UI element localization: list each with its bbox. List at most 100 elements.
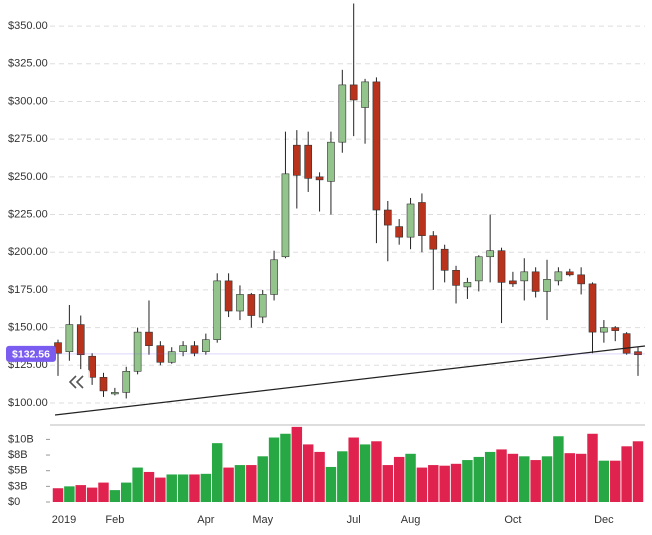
candle-body [258, 294, 267, 318]
volume-bar [143, 471, 155, 502]
candle-body [338, 84, 347, 143]
volume-bar [598, 460, 610, 502]
volume-bar [155, 477, 166, 502]
trendline [54, 345, 646, 416]
x-tick-label: Jul [347, 514, 361, 526]
candle-body [531, 271, 540, 292]
y2-tick-label: $3B [8, 480, 28, 492]
y-tick-label: $125.00 [8, 359, 48, 371]
candle-body [281, 173, 290, 258]
y-tick-label: $175.00 [8, 284, 48, 296]
candle-body [327, 141, 335, 182]
volume-bar [564, 453, 575, 502]
y-tick-label: $150.00 [8, 321, 48, 333]
candle-body [634, 351, 642, 356]
y-tick-label: $325.00 [8, 58, 48, 70]
volume-bar [621, 446, 632, 502]
y2-tick-label: $5B [8, 465, 28, 477]
volume-bar [632, 441, 644, 502]
volume-bar [177, 474, 189, 502]
candle-body [474, 256, 483, 282]
candle-body [156, 345, 165, 363]
volume-bar [166, 474, 177, 502]
y2-tick-label: $10B [8, 433, 34, 445]
x-tick-label: May [252, 514, 273, 526]
y-tick-label: $350.00 [8, 20, 48, 32]
volume-bar [189, 474, 200, 502]
volume-bar [405, 453, 416, 502]
candle-body [486, 250, 494, 258]
x-tick-label: Oct [504, 514, 521, 526]
volume-bar [121, 482, 132, 502]
y-tick-label: $250.00 [8, 171, 48, 183]
x-tick-label: 2019 [52, 514, 76, 526]
volume-bar [359, 444, 371, 502]
x-tick-label: Apr [197, 514, 214, 526]
candle-body [452, 270, 460, 286]
candle-body [372, 81, 381, 211]
candle-body [65, 324, 74, 353]
volume-bar [519, 456, 530, 502]
volume-bar [393, 456, 405, 502]
candle-body [520, 271, 529, 282]
last-price-label: $132.56 [12, 349, 50, 361]
volume-bar [246, 465, 257, 502]
volume-bar [348, 437, 359, 502]
volume-bar [280, 433, 291, 502]
candle-body [236, 294, 244, 312]
candle-body [304, 144, 313, 179]
volume-bar [75, 485, 86, 502]
volume-bar [223, 467, 234, 502]
candle-body [463, 282, 472, 288]
volume-bar [291, 426, 303, 502]
volume-bar [268, 437, 280, 502]
candle-body [588, 283, 597, 333]
last-price-badge [6, 345, 56, 362]
candle-body [202, 339, 210, 353]
y-tick-label: $275.00 [8, 133, 48, 145]
candle-body [179, 345, 187, 353]
candle-body [509, 280, 517, 285]
candle-body [418, 202, 426, 236]
candle-body [543, 279, 551, 292]
volume-bar [314, 451, 325, 502]
y-tick-label: $100.00 [8, 397, 48, 409]
scroll-back-button[interactable] [64, 369, 90, 395]
candle-body [497, 250, 506, 283]
y2-tick-label: $0 [8, 496, 20, 508]
y2-tick-label: $8B [8, 449, 28, 461]
candle-body [167, 351, 176, 363]
candle-body [315, 176, 324, 181]
candle-body [577, 274, 585, 285]
y-tick-label: $225.00 [8, 208, 48, 220]
candle-body [292, 144, 301, 176]
volume-bar [109, 490, 121, 502]
candle-body [554, 271, 563, 282]
x-tick-label: Dec [594, 514, 614, 526]
volume-bar [575, 453, 587, 502]
candle-body [395, 226, 404, 238]
volume-bar [530, 460, 541, 502]
volume-bar [52, 488, 64, 502]
candle-body [565, 271, 574, 276]
volume-bar [64, 486, 75, 502]
volume-bar [507, 453, 519, 502]
volume-bar [541, 456, 553, 502]
volume-bar [428, 465, 439, 502]
volume-bar [416, 467, 428, 502]
volume-bar [132, 467, 143, 502]
candle-body [611, 327, 620, 331]
candle-body [622, 333, 631, 354]
candle-body [122, 371, 131, 393]
candle-body [406, 203, 415, 238]
y-tick-label: $300.00 [8, 95, 48, 107]
volume-bar [337, 451, 348, 502]
volume-bar [450, 463, 462, 502]
candle-body [270, 259, 278, 295]
candle-body [190, 345, 199, 354]
button-icon[interactable] [68, 375, 84, 389]
volume-bar [587, 433, 598, 502]
candle-body [247, 294, 256, 316]
